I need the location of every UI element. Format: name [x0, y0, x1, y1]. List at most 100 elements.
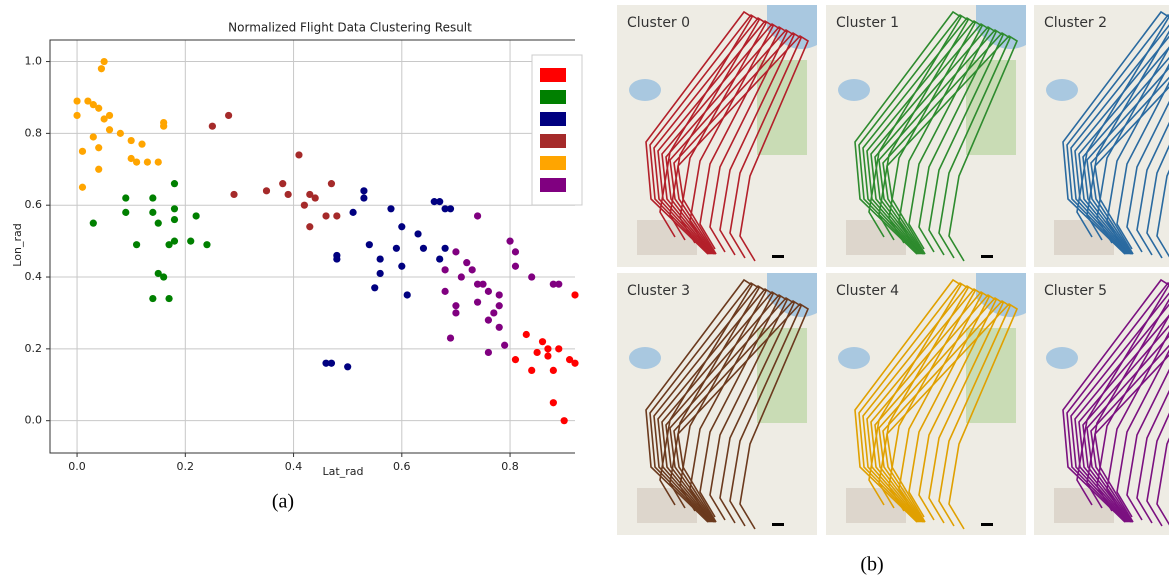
point [95, 144, 102, 151]
y-axis-label: Lon_rad [11, 223, 24, 266]
point [550, 367, 557, 374]
point [149, 194, 156, 201]
point [485, 288, 492, 295]
point [436, 255, 443, 262]
lake [629, 79, 661, 101]
point [474, 299, 481, 306]
x-tick-label: 0.8 [501, 460, 519, 473]
point [138, 141, 145, 148]
point [469, 266, 476, 273]
y-tick-label: 0.8 [25, 126, 43, 139]
point [144, 159, 151, 166]
map-panel: Cluster 1 [826, 5, 1026, 267]
point [301, 202, 308, 209]
point [106, 126, 113, 133]
point [117, 130, 124, 137]
point [225, 112, 232, 119]
y-tick-label: 0.6 [25, 198, 43, 211]
point [404, 291, 411, 298]
point [512, 356, 519, 363]
point [393, 245, 400, 252]
point [550, 399, 557, 406]
lake [838, 79, 870, 101]
point [523, 331, 530, 338]
caption: (a) [272, 491, 294, 513]
map-panel: Cluster 0 [617, 5, 817, 267]
x-tick-label: 0.4 [285, 460, 303, 473]
point [285, 191, 292, 198]
lake [1046, 79, 1078, 101]
point [544, 345, 551, 352]
point [90, 220, 97, 227]
map-panel: Cluster 5 [1034, 273, 1169, 535]
y-tick-label: 0.2 [25, 342, 43, 355]
point [442, 245, 449, 252]
point [73, 112, 80, 119]
point [171, 216, 178, 223]
x-axis-label: Lat_rad [323, 465, 364, 478]
point [571, 291, 578, 298]
point [452, 309, 459, 316]
map-label: Cluster 2 [1044, 15, 1107, 31]
point [90, 101, 97, 108]
point [506, 238, 513, 245]
point [398, 263, 405, 270]
point [349, 209, 356, 216]
point [101, 58, 108, 65]
point [512, 248, 519, 255]
map-label: Cluster 1 [836, 15, 899, 31]
point [122, 209, 129, 216]
point [128, 137, 135, 144]
lake [1046, 347, 1078, 369]
scale-bar [772, 255, 784, 258]
point [360, 187, 367, 194]
point [528, 367, 535, 374]
scale-bar [981, 523, 993, 526]
point [106, 112, 113, 119]
x-tick-label: 0.2 [177, 460, 195, 473]
point [79, 148, 86, 155]
map-label: Cluster 0 [627, 15, 690, 31]
point [328, 360, 335, 367]
point [436, 198, 443, 205]
point [377, 255, 384, 262]
point [420, 245, 427, 252]
point [555, 281, 562, 288]
caption: (b) [860, 554, 883, 576]
point [479, 281, 486, 288]
point [328, 180, 335, 187]
point [485, 349, 492, 356]
point [171, 238, 178, 245]
point [263, 187, 270, 194]
point [555, 345, 562, 352]
y-tick-label: 0.4 [25, 270, 43, 283]
legend-swatch [540, 68, 566, 82]
point [360, 194, 367, 201]
point [122, 194, 129, 201]
legend-swatch [540, 134, 566, 148]
point [171, 180, 178, 187]
point [561, 417, 568, 424]
lake [629, 347, 661, 369]
point [279, 180, 286, 187]
point [371, 284, 378, 291]
point [230, 191, 237, 198]
point [387, 205, 394, 212]
point [133, 241, 140, 248]
x-tick-label: 0.0 [68, 460, 86, 473]
point [165, 295, 172, 302]
legend-swatch [540, 90, 566, 104]
point [474, 212, 481, 219]
map-label: Cluster 4 [836, 283, 899, 299]
point [442, 288, 449, 295]
point [490, 309, 497, 316]
point [160, 119, 167, 126]
point [496, 302, 503, 309]
figure: Normalized Flight Data Clustering Result… [0, 0, 1169, 584]
point [95, 166, 102, 173]
map-panel: Cluster 2 [1034, 5, 1169, 267]
point [571, 360, 578, 367]
point [442, 266, 449, 273]
point [414, 230, 421, 237]
scale-bar [772, 523, 784, 526]
